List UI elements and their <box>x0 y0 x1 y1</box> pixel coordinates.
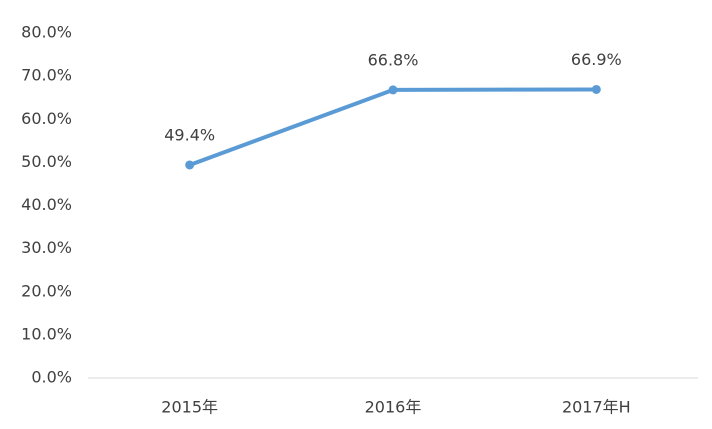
point <box>185 160 195 170</box>
y-tick-label: 60.0% <box>21 109 72 128</box>
point <box>388 85 398 95</box>
data-label: 49.4% <box>164 125 215 144</box>
y-tick-label: 70.0% <box>21 66 72 85</box>
y-tick-label: 40.0% <box>21 195 72 214</box>
y-tick-label: 20.0% <box>21 281 72 300</box>
x-tick-label: 2017年H <box>562 398 631 417</box>
data-label: 66.9% <box>571 50 622 69</box>
x-tick-label: 2016年 <box>365 398 422 417</box>
y-tick-label: 10.0% <box>21 324 72 343</box>
y-tick-label: 0.0% <box>31 368 72 387</box>
y-tick-label: 50.0% <box>21 152 72 171</box>
data-label: 66.8% <box>368 50 419 69</box>
point <box>591 84 601 94</box>
y-tick-label: 80.0% <box>21 23 72 42</box>
line <box>188 87 597 167</box>
y-tick-label: 30.0% <box>21 238 72 257</box>
x-tick-label: 2015年 <box>161 398 218 417</box>
